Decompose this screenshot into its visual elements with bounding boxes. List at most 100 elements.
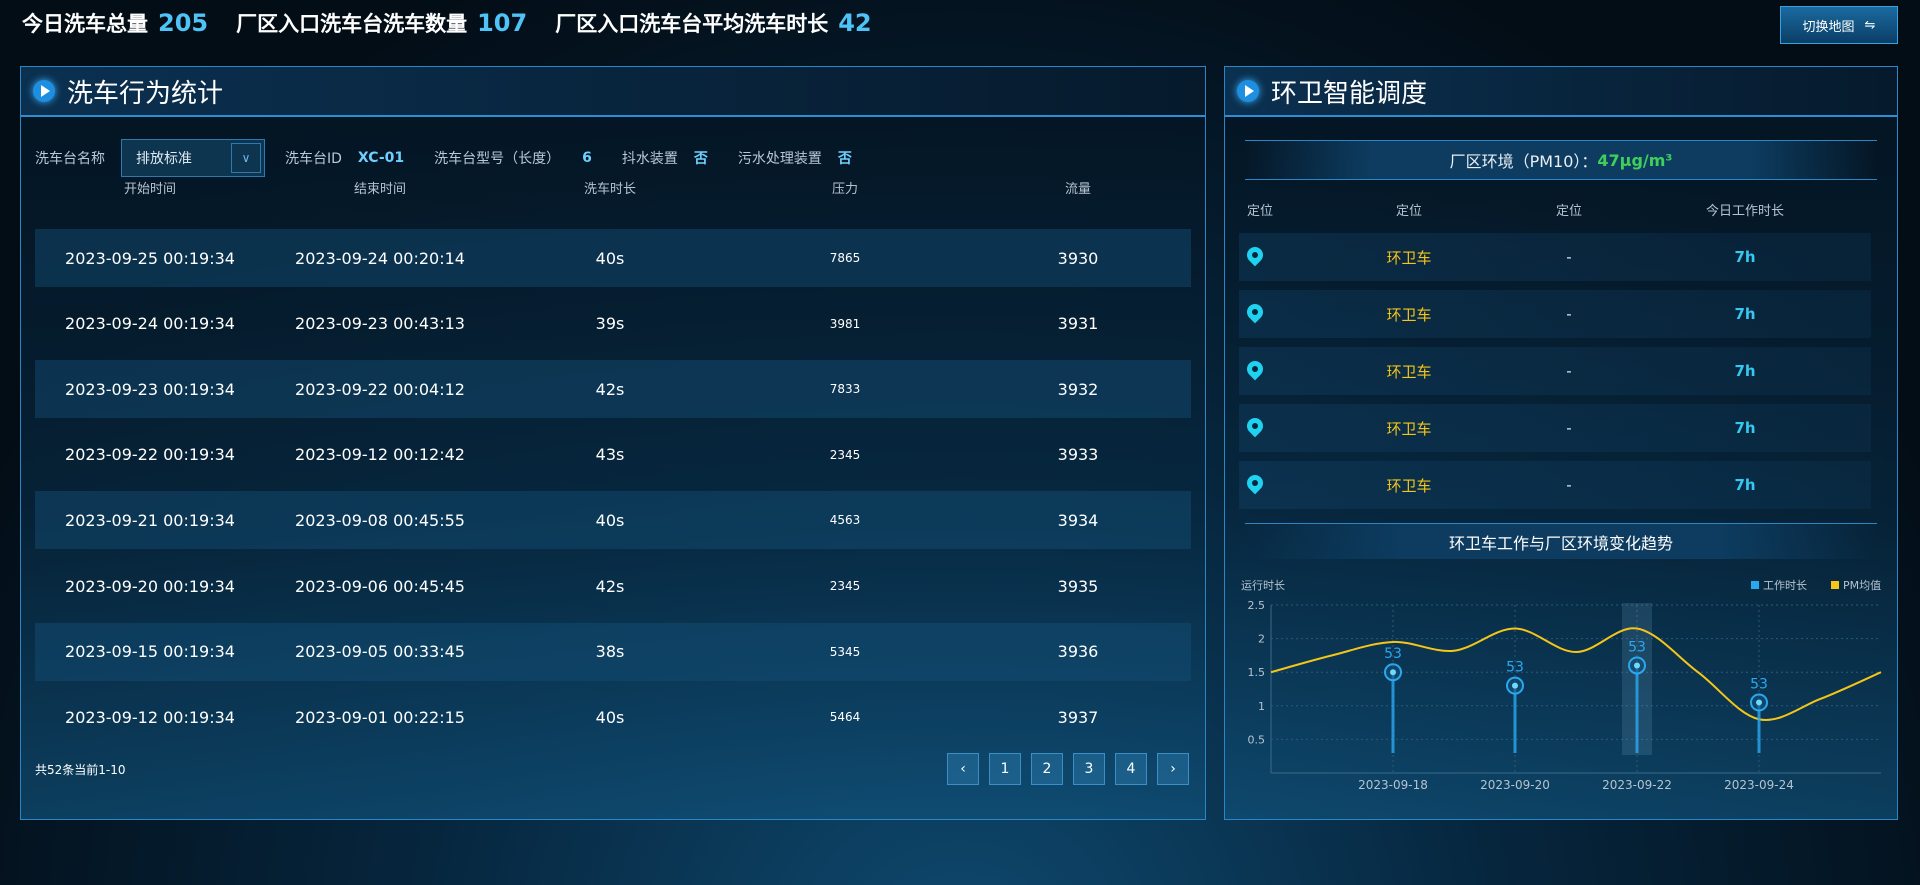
stat-avg-duration: 厂区入口洗车台平均洗车时长 42 <box>555 9 872 37</box>
vehicle-hours: 7h <box>1734 305 1756 323</box>
vehicle-row[interactable]: 环卫车 - 7h <box>1239 461 1871 509</box>
cell: 2023-09-24 00:20:14 <box>295 248 465 268</box>
table-row[interactable]: 2023-09-12 00:19:34 2023-09-01 00:22:15 40… <box>35 688 1191 746</box>
x-tick-label: 2023-09-22 <box>1602 778 1672 792</box>
pm10-banner: 厂区环境（PM10）： 47μg/m³ <box>1245 140 1877 180</box>
cell: 7833 <box>829 382 861 397</box>
sewage-label: 污水处理装置 <box>737 151 822 167</box>
col-location-3: 定位 <box>1555 203 1582 219</box>
cell: 38s <box>595 642 625 662</box>
vehicle-status: - <box>1566 362 1572 380</box>
location-pin-icon[interactable] <box>1243 471 1267 495</box>
switch-map-button[interactable]: 切换地图 ⇋ <box>1780 6 1898 44</box>
play-icon <box>1237 80 1259 102</box>
page-2-button[interactable]: 2 <box>1031 753 1063 785</box>
x-tick-label: 2023-09-24 <box>1724 778 1794 792</box>
vehicle-status: - <box>1566 305 1572 323</box>
cell: 3932 <box>1057 379 1099 399</box>
table-row[interactable]: 2023-09-24 00:19:34 2023-09-23 00:43:13 39… <box>35 295 1191 353</box>
table-row[interactable]: 2023-09-21 00:19:34 2023-09-08 00:45:55 40… <box>35 491 1191 550</box>
cell: 2023-09-20 00:19:34 <box>65 576 235 596</box>
work-data-label: 53 <box>1384 646 1402 662</box>
summary-stats: 今日洗车总量 205 厂区入口洗车台洗车数量 107 厂区入口洗车台平均洗车时长 42 <box>22 8 872 38</box>
table-row[interactable]: 2023-09-20 00:19:34 2023-09-06 00:45:45 42… <box>35 557 1191 615</box>
work-point-dot <box>1634 662 1640 669</box>
cell: 2023-09-22 00:04:12 <box>295 379 465 399</box>
location-pin-icon[interactable] <box>1243 243 1267 267</box>
y-tick-label: 2 <box>1258 633 1265 646</box>
cell: 4563 <box>829 513 861 528</box>
y-tick-label: 1 <box>1258 700 1265 713</box>
cell: 2345 <box>829 447 861 462</box>
pm-line <box>1270 627 1882 721</box>
vehicle-row[interactable]: 环卫车 - 7h <box>1239 290 1871 338</box>
cell: 2023-09-06 00:45:45 <box>295 576 465 596</box>
location-cell <box>1239 414 1299 438</box>
cell: 40s <box>595 248 625 268</box>
cell: 3930 <box>1057 248 1099 268</box>
col-location-2: 定位 <box>1395 203 1422 219</box>
cell: 3933 <box>1057 445 1099 465</box>
x-tick-label: 2023-09-20 <box>1480 778 1550 792</box>
vehicle-row[interactable]: 环卫车 - 7h <box>1239 347 1871 395</box>
cell: 2023-09-23 00:19:34 <box>65 379 235 399</box>
next-page-button[interactable]: › <box>1157 753 1189 785</box>
cell: 3934 <box>1057 510 1099 530</box>
location-pin-icon[interactable] <box>1243 414 1267 438</box>
work-point-dot <box>1390 669 1396 676</box>
cell: 2023-09-12 00:12:42 <box>295 445 465 465</box>
cell: 40s <box>595 510 625 530</box>
cell: 2023-09-08 00:45:55 <box>295 510 465 530</box>
vehicle-hours: 7h <box>1734 248 1756 266</box>
prev-page-button[interactable]: ‹ <box>947 753 979 785</box>
col-duration: 洗车时长 <box>583 181 636 197</box>
cell: 2023-09-12 00:19:34 <box>65 707 235 727</box>
legend-label-pm: PM均值 <box>1843 579 1881 592</box>
wash-station-select[interactable]: 排放标准 ∨ <box>121 139 265 177</box>
vehicle-status: - <box>1566 476 1572 494</box>
col-flow: 流量 <box>1064 181 1091 197</box>
cell: 2023-09-24 00:19:34 <box>65 314 235 334</box>
vehicle-table-header: 定位 定位 定位 今日工作时长 <box>1239 197 1871 221</box>
work-data-label: 53 <box>1628 639 1646 655</box>
panel-header: 环卫智能调度 <box>1225 67 1897 117</box>
vehicle-row[interactable]: 环卫车 - 7h <box>1239 404 1871 452</box>
location-pin-icon[interactable] <box>1243 357 1267 381</box>
table-row[interactable]: 2023-09-22 00:19:34 2023-09-12 00:12:42 43… <box>35 426 1191 484</box>
legend-swatch-pm <box>1831 581 1839 589</box>
id-label: 洗车台ID <box>285 151 342 167</box>
stat-entrance-count: 厂区入口洗车台洗车数量 107 <box>236 9 528 37</box>
cell: 2023-09-05 00:33:45 <box>295 642 465 662</box>
shake-value: 否 <box>693 151 708 167</box>
cell: 43s <box>595 445 625 465</box>
y-axis-label: 运行时长 <box>1241 579 1285 592</box>
work-point-dot <box>1756 699 1762 706</box>
chart-title: 环卫车工作与厂区环境变化趋势 <box>1245 523 1877 559</box>
vehicle-row[interactable]: 环卫车 - 7h <box>1239 233 1871 281</box>
page-1-button[interactable]: 1 <box>989 753 1021 785</box>
page-3-button[interactable]: 3 <box>1073 753 1105 785</box>
shake-label: 抖水装置 <box>621 151 678 167</box>
cell: 2023-09-23 00:43:13 <box>295 314 465 334</box>
vehicle-name: 环卫车 <box>1386 248 1432 267</box>
cell: 3931 <box>1057 314 1099 334</box>
cell: 3935 <box>1057 576 1099 596</box>
cell: 5464 <box>829 710 861 725</box>
page-4-button[interactable]: 4 <box>1115 753 1147 785</box>
panel-title: 环卫智能调度 <box>1271 78 1428 109</box>
location-pin-icon[interactable] <box>1243 300 1267 324</box>
y-tick-label: 0.5 <box>1248 733 1266 746</box>
id-value: XC-01 <box>357 150 405 166</box>
location-cell <box>1239 243 1299 267</box>
table-row[interactable]: 2023-09-15 00:19:34 2023-09-05 00:33:45 38… <box>35 622 1191 681</box>
col-work-hours: 今日工作时长 <box>1705 203 1784 219</box>
panel-header: 洗车行为统计 <box>21 67 1205 117</box>
cell: 5345 <box>829 644 861 659</box>
table-row[interactable]: 2023-09-23 00:19:34 2023-09-22 00:04:12 42… <box>35 360 1191 419</box>
wash-stats-panel: 洗车行为统计 洗车台名称 排放标准 ∨ 洗车台ID XC-01 洗车台型号（长度） 6… <box>20 66 1206 820</box>
pagination-total: 共52条当前1-10 <box>35 763 126 777</box>
model-label: 洗车台型号（长度） <box>434 151 561 167</box>
switch-map-label: 切换地图 <box>1802 19 1855 35</box>
table-row[interactable]: 2023-09-25 00:19:34 2023-09-24 00:20:14 40… <box>35 229 1191 287</box>
cell: 2023-09-15 00:19:34 <box>65 642 235 662</box>
